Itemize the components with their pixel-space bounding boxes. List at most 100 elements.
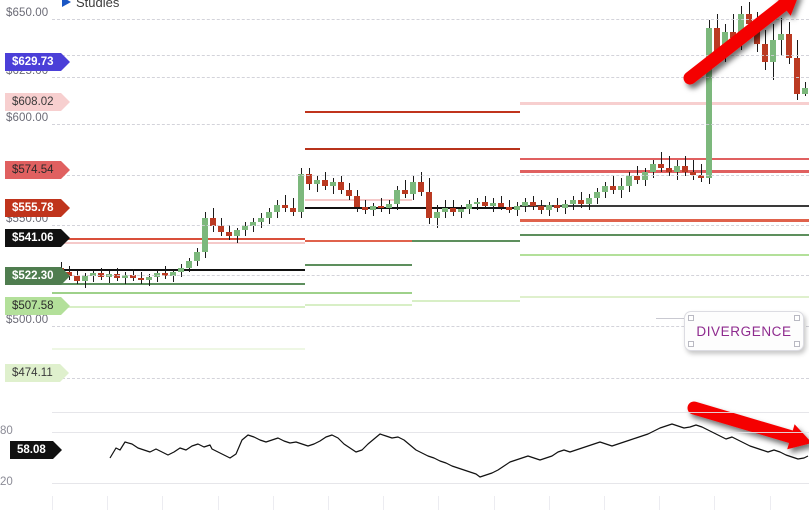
time-gridline bbox=[107, 496, 109, 510]
handle-top-left[interactable] bbox=[688, 315, 694, 321]
support-resistance-line-8 bbox=[305, 148, 412, 150]
candle-body-up bbox=[778, 34, 784, 40]
candle-body-down bbox=[74, 276, 80, 281]
candle-body-up bbox=[466, 204, 472, 209]
support-resistance-line-16 bbox=[412, 148, 520, 150]
badge-arrow-tip bbox=[52, 441, 62, 459]
badge-arrow-tip bbox=[60, 267, 70, 285]
candle-body-up bbox=[514, 206, 520, 210]
candle-body-down bbox=[538, 206, 544, 210]
candle-body-up bbox=[722, 32, 728, 52]
support-resistance-line-0 bbox=[52, 242, 305, 244]
candle-body-up bbox=[146, 277, 152, 280]
candle-body-up bbox=[170, 272, 176, 276]
price-gridline-minor bbox=[52, 275, 809, 276]
candle-body-up bbox=[250, 222, 256, 226]
badge-arrow-tip bbox=[60, 53, 70, 71]
support-resistance-line-6 bbox=[52, 348, 305, 350]
candle-body-down bbox=[306, 174, 312, 184]
candle-body-up bbox=[474, 202, 480, 204]
badge-arrow-tip bbox=[60, 93, 70, 111]
support-resistance-line-1 bbox=[52, 238, 305, 240]
indicator-gridline-1 bbox=[52, 432, 809, 433]
candle-body-down bbox=[730, 32, 736, 38]
candle-body-up bbox=[618, 186, 624, 190]
candle-body-up bbox=[90, 273, 96, 276]
candle-body-down bbox=[506, 207, 512, 210]
candle-body-up bbox=[370, 206, 376, 210]
candle-body-up bbox=[586, 198, 592, 204]
candle-body-up bbox=[626, 176, 632, 186]
support-resistance-line-13 bbox=[305, 292, 412, 294]
indicator-value-badge: 58.08 bbox=[10, 441, 62, 459]
support-resistance-line-25 bbox=[520, 219, 809, 222]
indicator-plot-area[interactable] bbox=[52, 398, 809, 510]
support-resistance-line-24 bbox=[520, 205, 809, 207]
candle-body-up bbox=[242, 226, 248, 230]
candle-wick bbox=[509, 200, 510, 213]
candle-body-up bbox=[386, 204, 392, 208]
candle-body-down bbox=[754, 24, 760, 44]
candle-body-down bbox=[450, 208, 456, 212]
candle-body-down bbox=[322, 180, 328, 186]
candle-body-down bbox=[402, 190, 408, 194]
price-badge-current: $629.73 bbox=[5, 53, 70, 71]
support-resistance-line-12 bbox=[305, 264, 412, 266]
support-resistance-line-28 bbox=[520, 296, 809, 298]
price-gridline bbox=[52, 124, 809, 125]
price-badge-support-weak: $474.11 bbox=[5, 364, 69, 382]
divergence-connector bbox=[656, 318, 686, 319]
time-gridline bbox=[328, 496, 329, 510]
candle-body-down bbox=[698, 175, 704, 178]
studies-label: Studies bbox=[76, 0, 120, 10]
candle-wick bbox=[669, 156, 670, 176]
time-gridline bbox=[52, 496, 53, 510]
price-badge-support-mid: $507.58 bbox=[5, 297, 70, 315]
time-gridline bbox=[769, 496, 771, 510]
candle-body-down bbox=[690, 172, 696, 175]
time-gridline bbox=[604, 496, 605, 510]
candle-body-up bbox=[490, 203, 496, 206]
handle-bottom-left[interactable] bbox=[688, 341, 694, 347]
time-gridline bbox=[548, 496, 550, 510]
candle-body-up bbox=[234, 230, 240, 236]
candle-wick bbox=[333, 178, 334, 194]
support-resistance-line-15 bbox=[412, 111, 520, 113]
candle-body-up bbox=[266, 212, 272, 218]
support-resistance-line-7 bbox=[305, 111, 412, 113]
candle-body-down bbox=[114, 274, 120, 278]
handle-bottom-right[interactable] bbox=[794, 341, 800, 347]
price-tick-label-4: $500.00 bbox=[6, 314, 49, 326]
candle-body-down bbox=[354, 196, 360, 207]
candle-body-up bbox=[594, 192, 600, 198]
candle-wick bbox=[477, 198, 478, 210]
candle-body-down bbox=[290, 208, 296, 212]
support-resistance-line-14 bbox=[305, 304, 412, 306]
support-resistance-line-5 bbox=[52, 306, 305, 308]
support-resistance-line-19 bbox=[412, 240, 520, 242]
candle-body-down bbox=[658, 164, 664, 168]
candle-body-up bbox=[330, 182, 336, 186]
candle-body-up bbox=[642, 172, 648, 180]
candle-body-up bbox=[562, 204, 568, 208]
time-gridline bbox=[714, 496, 716, 510]
handle-top-right[interactable] bbox=[794, 315, 800, 321]
time-gridline bbox=[217, 496, 219, 510]
candle-body-down bbox=[666, 168, 672, 172]
candle-wick bbox=[93, 270, 94, 282]
candle-body-down bbox=[362, 207, 368, 210]
support-resistance-line-20 bbox=[412, 300, 520, 302]
price-badge-resistance-mid: $574.54 bbox=[5, 161, 70, 179]
candle-body-up bbox=[458, 209, 464, 212]
candle-body-down bbox=[530, 202, 536, 206]
divergence-callout[interactable]: DIVERGENCE bbox=[684, 311, 804, 351]
time-gridline bbox=[438, 496, 440, 510]
studies-toolbar[interactable]: Studies bbox=[62, 0, 119, 11]
candle-wick bbox=[173, 270, 174, 282]
price-gridline-minor bbox=[52, 378, 809, 379]
support-resistance-line-9 bbox=[305, 207, 412, 209]
price-pane: $650.00 $625.00 $600.00 $550.00 $500.00 $629… bbox=[5, 2, 809, 382]
time-gridline bbox=[493, 496, 495, 510]
candle-wick bbox=[693, 160, 694, 180]
